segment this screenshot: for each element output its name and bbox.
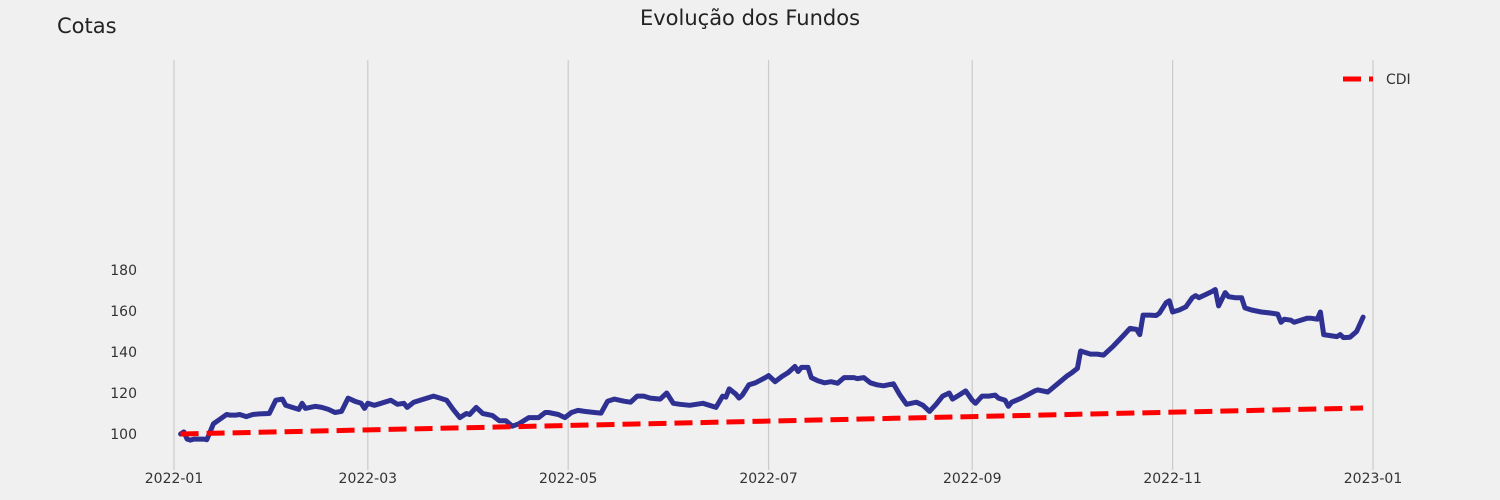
y-tick-label: 160 bbox=[110, 304, 137, 320]
series-line-cdi bbox=[180, 405, 1364, 437]
x-tick-label: 2022-09 bbox=[943, 471, 1002, 487]
y-tick-label: 100 bbox=[110, 427, 137, 443]
series-line-fund bbox=[178, 287, 1366, 443]
x-tick-label: 2022-11 bbox=[1143, 471, 1202, 487]
y-tick-label: 180 bbox=[110, 263, 137, 279]
x-tick-label: 2022-03 bbox=[339, 471, 398, 487]
chart-title: Evolução dos Fundos bbox=[639, 6, 861, 30]
x-tick-label: 2022-07 bbox=[739, 471, 798, 487]
x-tick-label: 2022-01 bbox=[145, 471, 204, 487]
legend-label: CDI bbox=[1386, 72, 1411, 88]
y-tick-label: 140 bbox=[110, 345, 137, 361]
x-tick-label: 2023-01 bbox=[1344, 471, 1403, 487]
y-axis-label: Cotas bbox=[57, 14, 117, 38]
y-tick-label: 120 bbox=[110, 386, 137, 402]
x-tick-label: 2022-05 bbox=[539, 471, 598, 487]
